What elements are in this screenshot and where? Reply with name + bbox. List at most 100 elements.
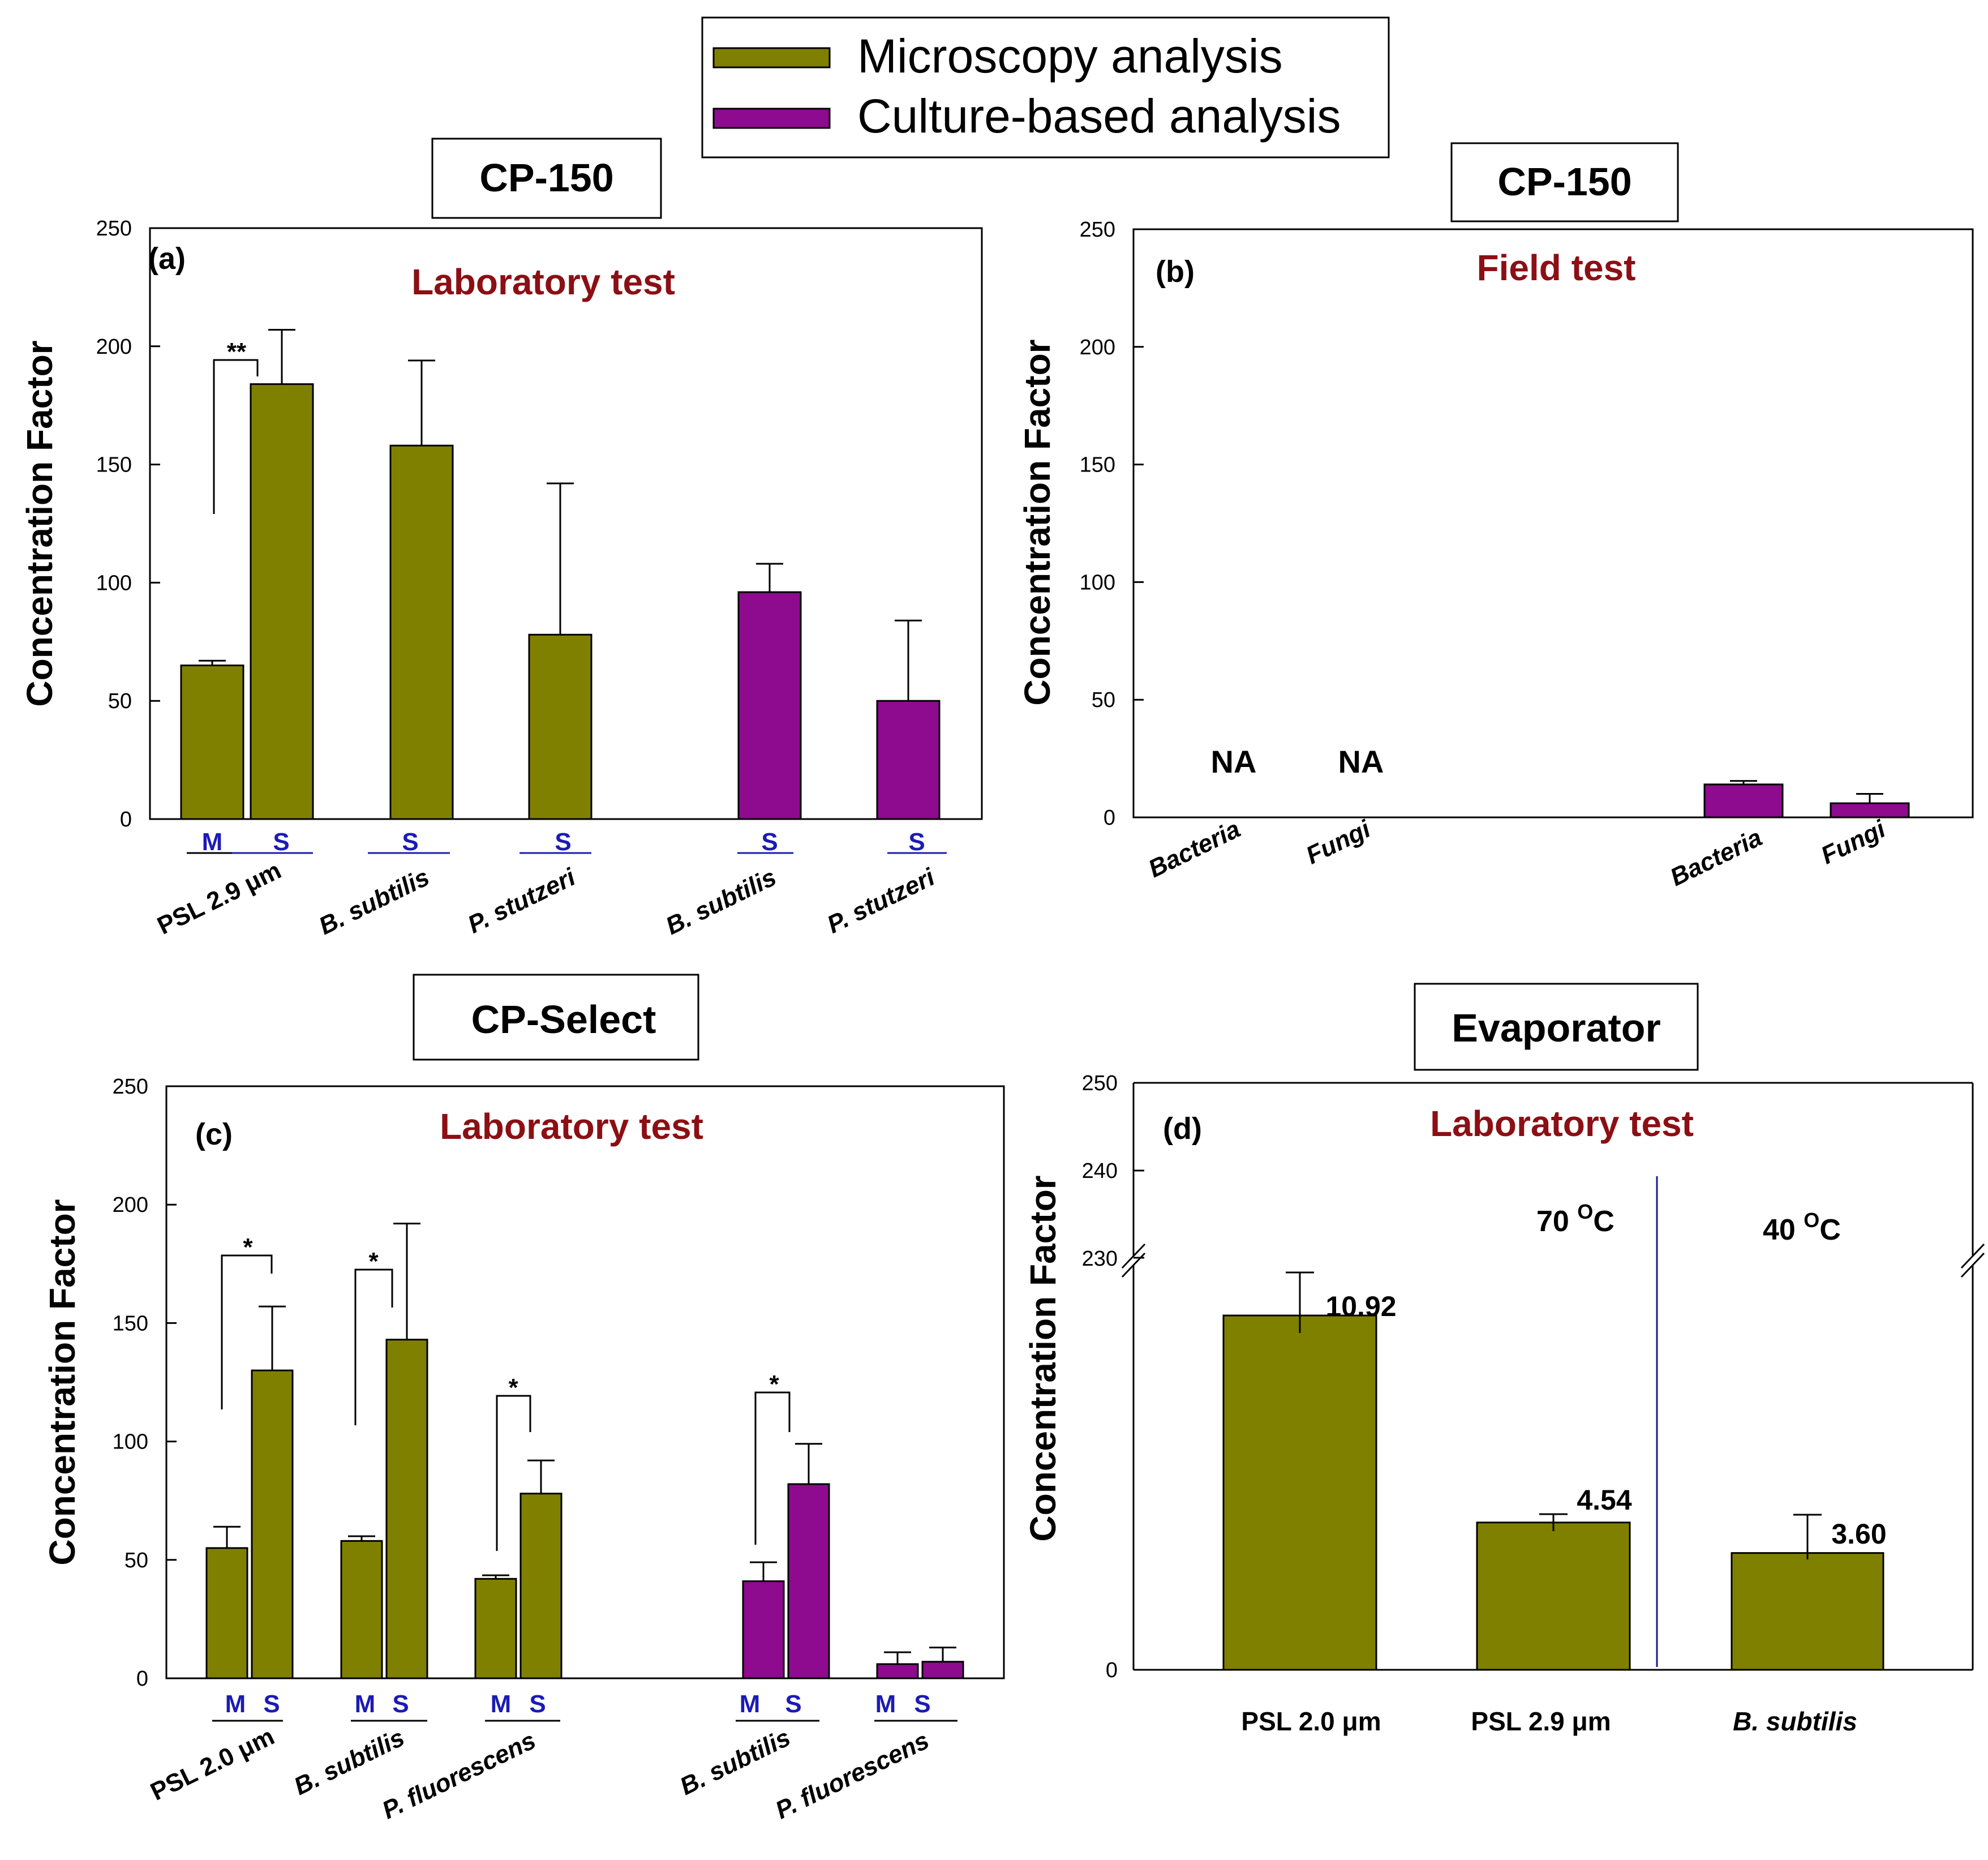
- cat-c-bsub-c: B. subtilis: [676, 1724, 795, 1801]
- value-d-psl20: 10.92: [1325, 1291, 1396, 1322]
- ticklabel-d-230: 230: [1082, 1247, 1118, 1271]
- panel-b-plot-frame: [1132, 228, 1974, 818]
- ms-c-pflu-c-s: S: [914, 1690, 930, 1718]
- ticklabel-c-0: 0: [136, 1667, 148, 1691]
- bar-a-bsub-culture: [737, 591, 802, 820]
- panel-b-na-bacteria: NA: [1211, 744, 1257, 779]
- bar-c-bsub-culture-m: [742, 1580, 785, 1679]
- bar-c-pflu-culture-s: [921, 1661, 964, 1679]
- panel-b-label: (b): [1156, 255, 1195, 289]
- cat-a-pstut: P. stutzeri: [463, 863, 580, 939]
- bar-b-fungi-culture: [1830, 802, 1910, 818]
- bar-d-psl20: [1222, 1314, 1377, 1671]
- panel-a-sig-bracket: [213, 359, 259, 514]
- panel-a-y-axis: 0 50 100 150 200 250: [96, 217, 160, 832]
- panel-c-plot-frame: [165, 1085, 1005, 1679]
- ms-c-pflu-m: M: [491, 1690, 512, 1718]
- panel-b-title: CP-150: [1497, 160, 1631, 204]
- panel-b-title-box: [1450, 142, 1679, 222]
- ms-c-pflu-s: S: [529, 1690, 546, 1718]
- bar-d-bsub: [1731, 1552, 1884, 1671]
- panel-a-sig-star: **: [227, 338, 247, 366]
- ms-c-psl-m: M: [225, 1690, 246, 1718]
- panel-c-test-label: Laboratory test: [440, 1106, 703, 1147]
- panel-d-break-left-1: [1121, 1243, 1146, 1269]
- cat-c-bsub: B. subtilis: [290, 1724, 409, 1801]
- ticklabel-a-50: 50: [108, 689, 132, 713]
- cat-c-pflu-c: P. fluorescens: [771, 1726, 934, 1824]
- panel-d-break-right-2: [1960, 1252, 1985, 1278]
- sig-bracket-c-bsub-culture: [754, 1391, 791, 1545]
- value-d-psl29: 4.54: [1577, 1484, 1632, 1516]
- panel-d-title-box: [1414, 983, 1699, 1071]
- cat-d-psl29: PSL 2.9 μm: [1471, 1707, 1611, 1736]
- bar-c-psl-s: [251, 1369, 294, 1679]
- panel-a-ylabel: Concentration Factor: [19, 340, 60, 706]
- panel-a-categories: PSL 2.9 μm B. subtilis P. stutzeri B. su…: [153, 856, 939, 940]
- panel-b-bars: [1703, 783, 1910, 818]
- ticklabel-a-0: 0: [120, 808, 132, 832]
- panel-c-ms-labels: M S M S M S M S M S: [225, 1690, 931, 1718]
- panel-a-title-box: [431, 138, 662, 219]
- bar-b-bacteria-culture: [1703, 783, 1784, 818]
- panel-d-value-labels: 10.92 4.54 3.60: [1325, 1291, 1886, 1550]
- ticklabel-b-200: 200: [1080, 336, 1115, 359]
- legend-swatch-microscopy: [712, 47, 831, 68]
- panel-a-ms-labels: M S S S S S: [202, 828, 925, 856]
- cat-d-psl20: PSL 2.0 μm: [1241, 1707, 1381, 1736]
- panel-c-sig-brackets: * * * *: [221, 1233, 791, 1551]
- bar-c-pflu-m: [474, 1578, 517, 1679]
- ticklabel-a-200: 200: [96, 335, 132, 359]
- bar-d-psl29: [1476, 1522, 1631, 1671]
- ticklabel-c-50: 50: [124, 1549, 148, 1572]
- value-d-bsub: 3.60: [1831, 1518, 1886, 1550]
- bar-c-pflu-s: [519, 1493, 563, 1679]
- ms-a-bsub: S: [402, 828, 418, 856]
- cat-a-bsub: B. subtilis: [315, 863, 433, 940]
- ticklabel-b-150: 150: [1080, 453, 1115, 477]
- panel-d-temp-70: 70 OC: [1536, 1200, 1615, 1238]
- panel-a-bars: [180, 383, 941, 820]
- ms-c-bsub-s: S: [392, 1690, 409, 1718]
- ticklabel-a-150: 150: [96, 453, 132, 477]
- sig-star-c-pflu: *: [508, 1374, 518, 1402]
- panel-b-y-axis: 0 50 100 150 200 250: [1080, 218, 1144, 830]
- bar-c-pflu-culture-m: [876, 1663, 919, 1679]
- ms-c-bsub-c-m: M: [740, 1690, 761, 1718]
- ms-a-psl-m: M: [202, 828, 223, 856]
- cat-b-bacteria-1: Bacteria: [1144, 815, 1245, 883]
- panel-a-test-label: Laboratory test: [411, 262, 675, 302]
- panel-d-label: (d): [1163, 1112, 1202, 1146]
- sig-bracket-c-bsub: [354, 1268, 393, 1425]
- panel-c-label: (c): [195, 1117, 233, 1151]
- sig-star-c-bsub: *: [368, 1248, 379, 1275]
- cat-a-bsub-c: B. subtilis: [662, 863, 780, 940]
- ticklabel-c-100: 100: [113, 1430, 148, 1454]
- panel-c-error-bars: [213, 1223, 956, 1664]
- ms-a-pstut-c: S: [908, 828, 925, 856]
- ticklabel-b-100: 100: [1080, 571, 1115, 594]
- panel-b-na-fungi: NA: [1338, 744, 1384, 779]
- panel-d-test-label: Laboratory test: [1430, 1103, 1694, 1144]
- legend-label-microscopy: Microscopy analysis: [857, 29, 1283, 83]
- panel-d-y-axis: 250 240 230 0: [1082, 1072, 1144, 1682]
- panel-a: CP-150 0 50 100 150 200 250 Concentration Fac…: [19, 138, 983, 940]
- cat-b-bacteria-2: Bacteria: [1666, 824, 1767, 892]
- bar-c-bsub-culture-s: [787, 1483, 830, 1679]
- ticklabel-c-250: 250: [113, 1075, 148, 1099]
- cat-c-psl: PSL 2.0 μm: [146, 1722, 278, 1806]
- ms-a-pstut: S: [555, 828, 571, 856]
- sig-bracket-c-psl: [221, 1254, 273, 1409]
- panel-d-bars: [1222, 1314, 1884, 1671]
- cat-b-fungi-2: Fungi: [1817, 815, 1890, 870]
- ms-c-psl-s: S: [263, 1690, 280, 1718]
- ticklabel-d-0: 0: [1106, 1658, 1118, 1682]
- cat-a-psl: PSL 2.9 μm: [153, 856, 285, 940]
- ms-a-psl-s: S: [273, 828, 289, 856]
- bar-a-bsub-micro: [389, 444, 454, 820]
- ticklabel-b-50: 50: [1092, 688, 1115, 712]
- panel-d-title: Evaporator: [1452, 1006, 1661, 1050]
- panel-b-test-label: Field test: [1477, 247, 1636, 288]
- panel-a-title: CP-150: [479, 156, 613, 200]
